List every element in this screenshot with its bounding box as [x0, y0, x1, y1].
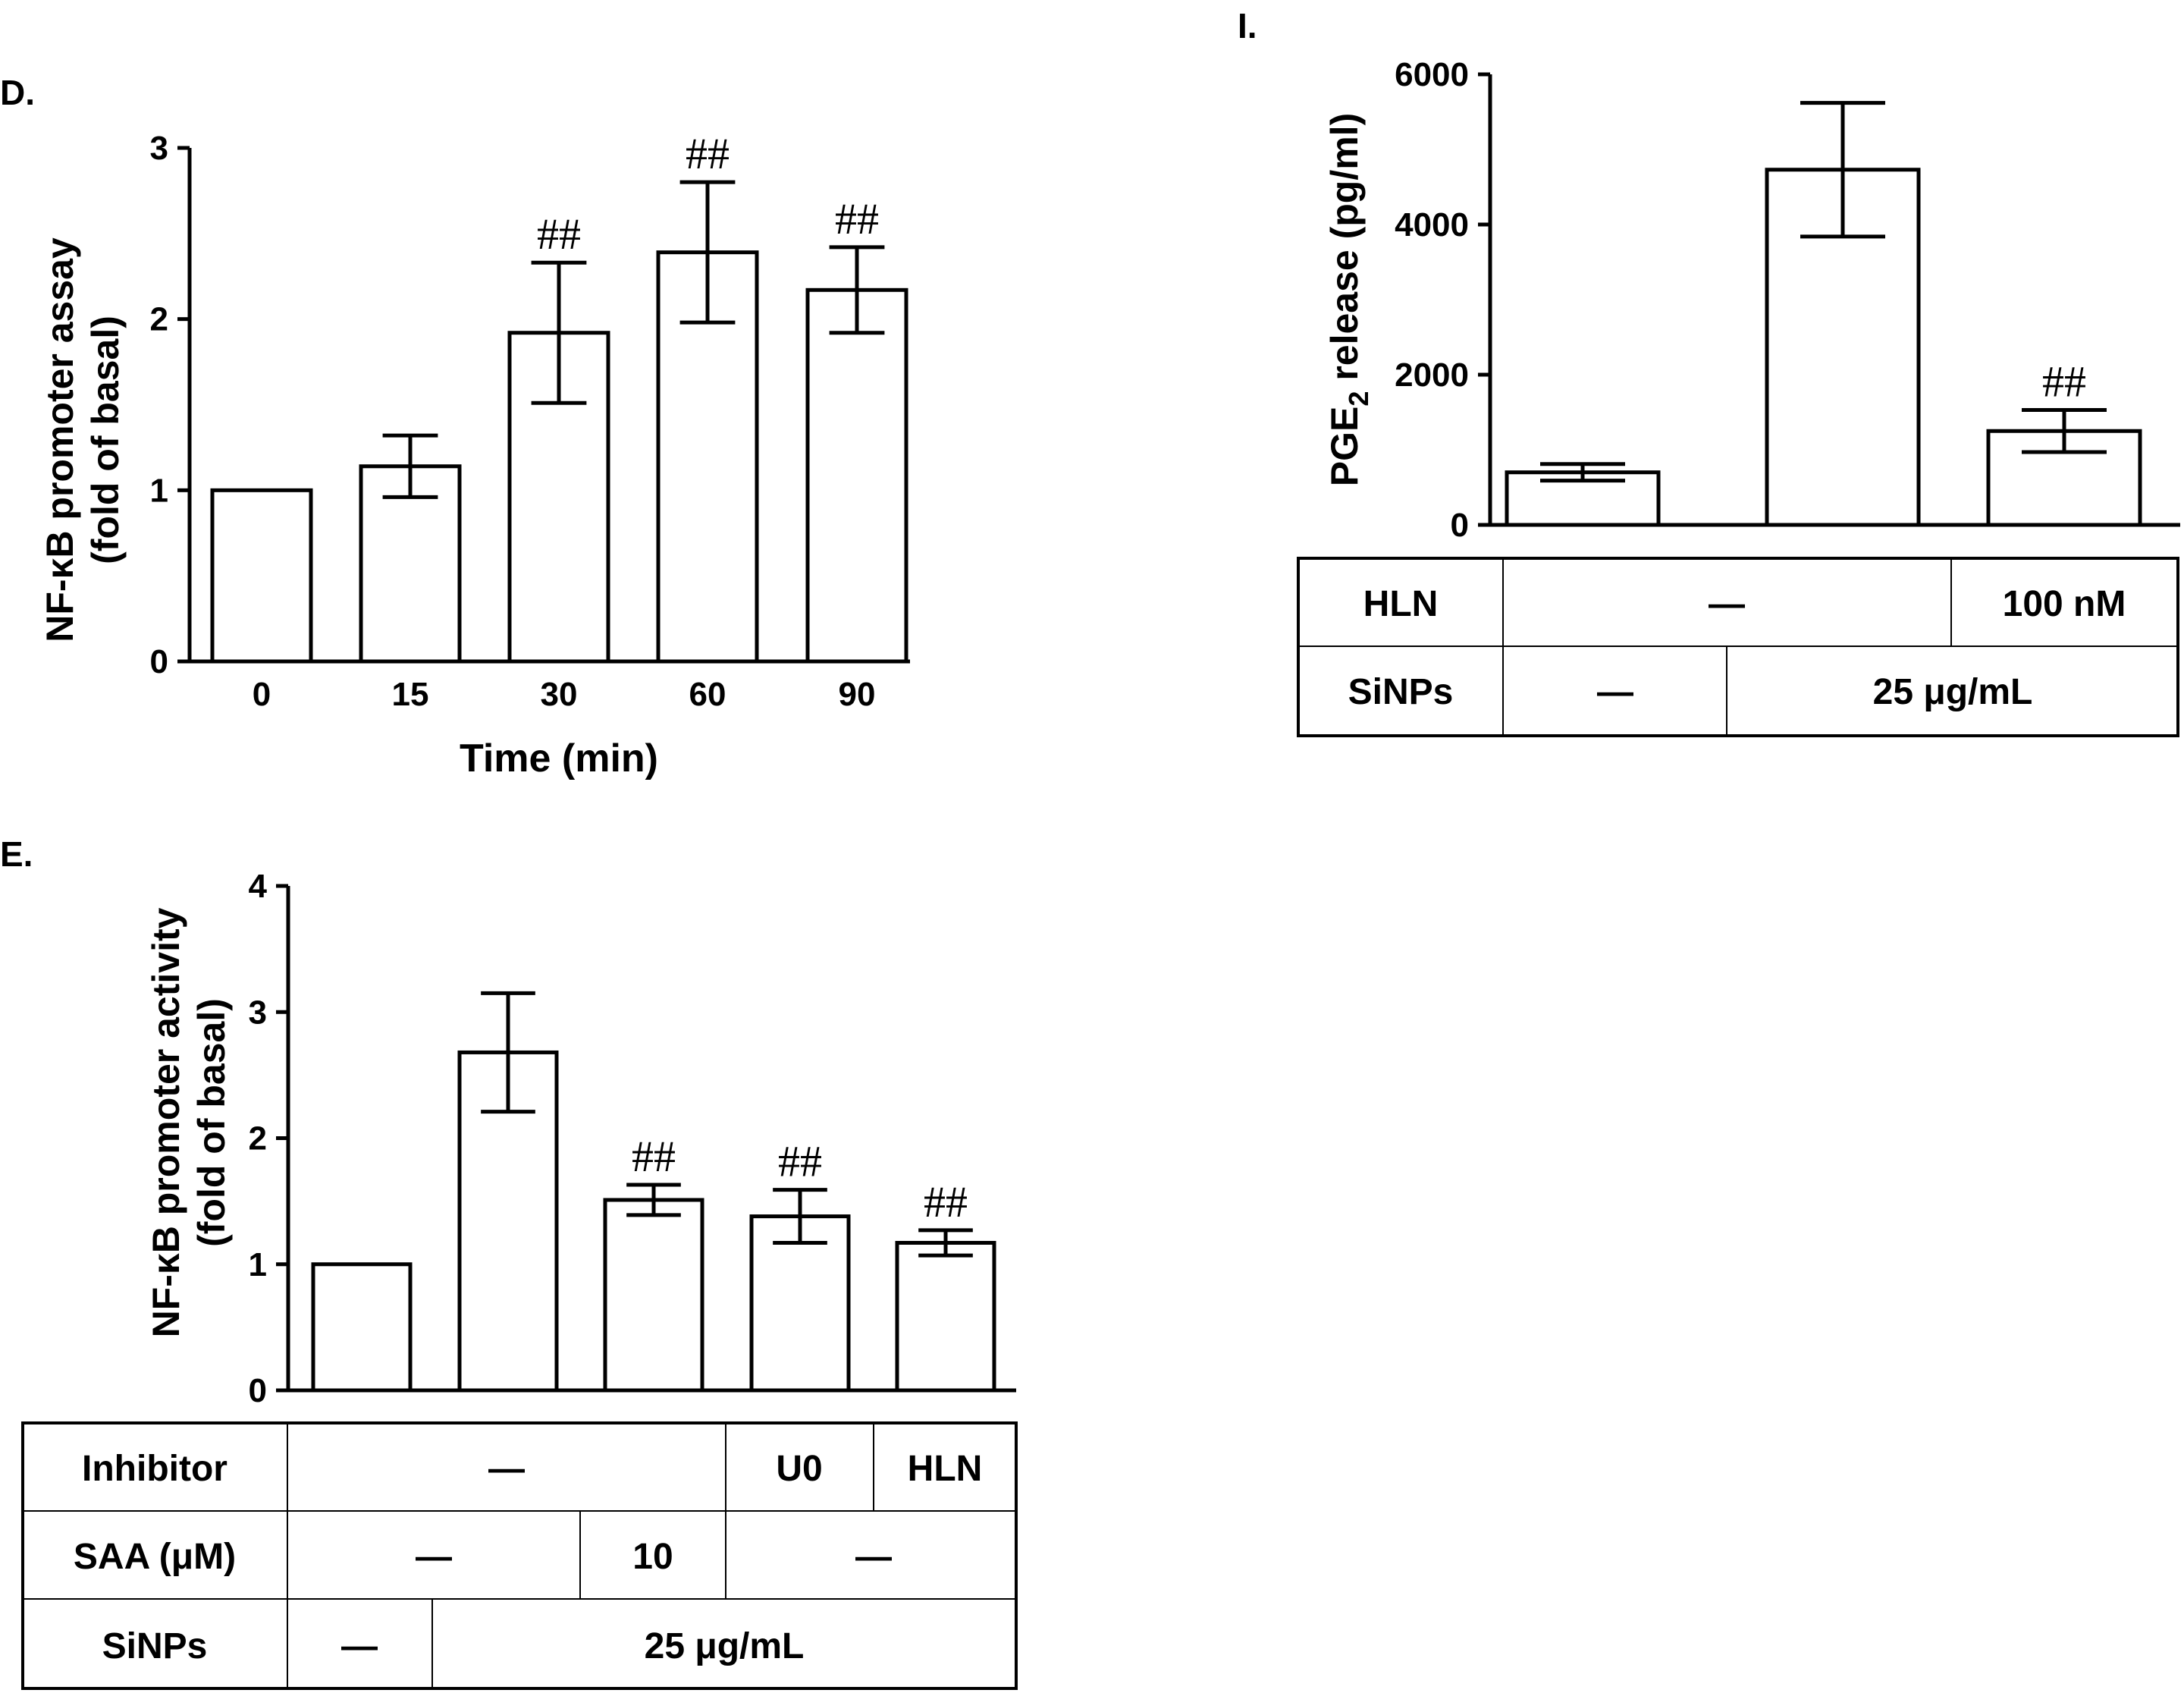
panel-i-hln-cell-2: 100 nM — [2003, 584, 2126, 624]
panel-d-y-tick-label: 2 — [150, 301, 168, 338]
panel-i-ylabel: PGE2 release (pg/ml) — [1323, 113, 1374, 486]
panel-i-hln-cell-1: — — [1709, 584, 1745, 624]
panel-e-row-inhibitor-label: Inhibitor — [82, 1449, 228, 1489]
panel-i-y-tick-label: 0 — [1451, 507, 1469, 544]
panel-d-label: D. — [0, 73, 35, 112]
panel-e-sinps-cell-1: — — [341, 1626, 378, 1666]
panel-e: E. NF-κB promoter activity (fold of basa… — [0, 834, 1018, 1690]
panel-e-saa-cell-2: 10 — [632, 1537, 673, 1577]
svg-text:PGE2 release (pg/ml): PGE2 release (pg/ml) — [1323, 113, 1374, 486]
panel-d-significance-label: ## — [835, 194, 879, 243]
panel-e-saa-cell-3: — — [855, 1537, 892, 1577]
panel-d: D. NF-κB promoter assay (fold of basal) … — [0, 73, 910, 781]
panel-i-y-tick-label: 2000 — [1395, 357, 1469, 394]
panel-i-y-ticks: 0 2000 4000 6000 — [1395, 56, 1490, 544]
panel-i-ylabel-main: PGE — [1323, 407, 1366, 487]
panel-e-bar — [311, 1262, 413, 1393]
panel-d-x-tick-label: 60 — [689, 676, 726, 713]
panel-d-y-ticks: 0 1 2 3 — [150, 130, 190, 680]
panel-e-y-tick-label: 0 — [249, 1372, 267, 1409]
panel-e-sinps-cell-2: 25 μg/mL — [645, 1626, 805, 1666]
panel-d-ylabel-line2: (fold of basal) — [84, 316, 127, 564]
panel-e-significance-label: ## — [778, 1137, 822, 1186]
panel-d-significance-label: ## — [537, 209, 581, 259]
panel-e-y-tick-label: 2 — [249, 1120, 267, 1157]
panel-d-xlabel: Time (min) — [460, 737, 658, 781]
panel-d-y-tick-label: 1 — [150, 472, 168, 509]
panel-e-y-tick-label: 4 — [249, 868, 268, 905]
panel-e-row-saa-label: SAA (μM) — [74, 1537, 236, 1577]
panel-d-bars: ## ## ## — [210, 129, 908, 664]
panel-e-bar — [749, 1214, 851, 1393]
panel-d-ylabel-line1: NF-κB promoter assay — [39, 237, 81, 642]
panel-e-row-sinps-label: SiNPs — [102, 1626, 208, 1666]
panel-i-row-sinps-label: SiNPs — [1348, 672, 1454, 712]
panel-d-bar — [210, 488, 313, 664]
panel-e-y-ticks: 0 1 2 3 4 — [249, 868, 288, 1409]
panel-d-x-tick-label: 15 — [392, 676, 429, 713]
panel-d-x-tick-label: 0 — [253, 676, 271, 713]
panel-e-significance-label: ## — [924, 1177, 968, 1227]
panel-i-label: I. — [1238, 6, 1257, 46]
panel-d-ylabel: NF-κB promoter assay (fold of basal) — [39, 237, 127, 642]
panel-d-y-tick-label: 3 — [150, 130, 168, 167]
panel-i-sinps-cell-1: — — [1597, 672, 1633, 712]
panel-i-ylabel-rest: release (pg/ml) — [1323, 113, 1366, 391]
panel-e-inhibitor-cell-2: U0 — [776, 1449, 822, 1489]
panel-i-bars: ## — [1505, 101, 2142, 527]
panel-e-y-tick-label: 1 — [249, 1246, 267, 1283]
panel-d-y-tick-label: 0 — [150, 643, 168, 680]
panel-d-bar — [805, 287, 908, 664]
panel-e-bar — [895, 1240, 996, 1393]
panel-e-ylabel: NF-κB promoter activity (fold of basal) — [145, 907, 233, 1337]
panel-e-bars: ## ## ## — [311, 991, 996, 1393]
panel-e-bar — [603, 1198, 704, 1393]
panel-i-condition-table: HLN — 100 nM SiNPs — 25 μg/mL — [1297, 557, 2179, 737]
panel-i-sinps-cell-2: 25 μg/mL — [1873, 672, 2033, 712]
panel-e-inhibitor-cell-3: HLN — [908, 1449, 983, 1489]
panel-e-inhibitor-cell-1: — — [488, 1449, 525, 1489]
panel-e-ylabel-line1: NF-κB promoter activity — [145, 907, 187, 1337]
panel-d-x-tick-label: 30 — [541, 676, 578, 713]
panel-i-y-tick-label: 6000 — [1395, 56, 1469, 93]
panel-i: I. PGE2 release (pg/ml) 0 2000 4000 6000 ##… — [1238, 6, 2180, 737]
panel-e-condition-table: Inhibitor — U0 HLN SAA (μM) — 10 — SiNPs… — [21, 1421, 1018, 1690]
panel-e-significance-label: ## — [632, 1132, 676, 1181]
panel-d-significance-label: ## — [686, 129, 730, 178]
panel-i-ylabel-sub: 2 — [1343, 391, 1374, 407]
panel-e-label: E. — [0, 834, 33, 874]
panel-i-row-hln-label: HLN — [1363, 584, 1439, 624]
panel-i-significance-label: ## — [2042, 357, 2086, 407]
panel-d-x-tick-label: 90 — [839, 676, 876, 713]
panel-e-ylabel-line2: (fold of basal) — [190, 998, 233, 1247]
panel-i-y-tick-label: 4000 — [1395, 206, 1469, 243]
panel-e-saa-cell-1: — — [416, 1537, 452, 1577]
panel-d-x-ticks: 0 15 30 60 90 — [253, 676, 876, 713]
panel-e-y-tick-label: 3 — [249, 994, 267, 1031]
